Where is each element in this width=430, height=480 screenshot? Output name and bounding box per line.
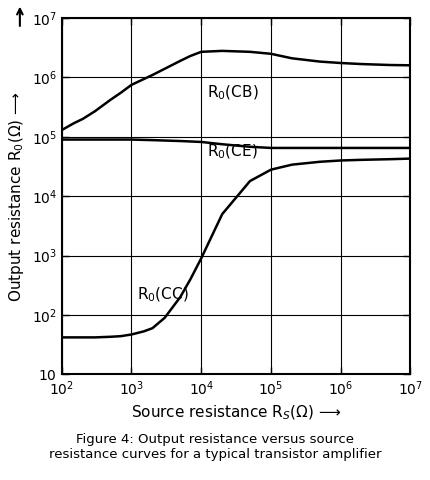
X-axis label: Source resistance R$_S$(Ω) ⟶: Source resistance R$_S$(Ω) ⟶ — [131, 403, 341, 422]
Y-axis label: Output resistance R$_0$(Ω) ⟶: Output resistance R$_0$(Ω) ⟶ — [7, 91, 26, 301]
Text: Figure 4: Output resistance versus source
resistance curves for a typical transi: Figure 4: Output resistance versus sourc… — [49, 433, 381, 461]
Text: R$_0$(CB): R$_0$(CB) — [207, 84, 258, 102]
Text: R$_0$(CE): R$_0$(CE) — [207, 143, 258, 161]
Text: R$_0$(CC): R$_0$(CC) — [137, 286, 189, 304]
